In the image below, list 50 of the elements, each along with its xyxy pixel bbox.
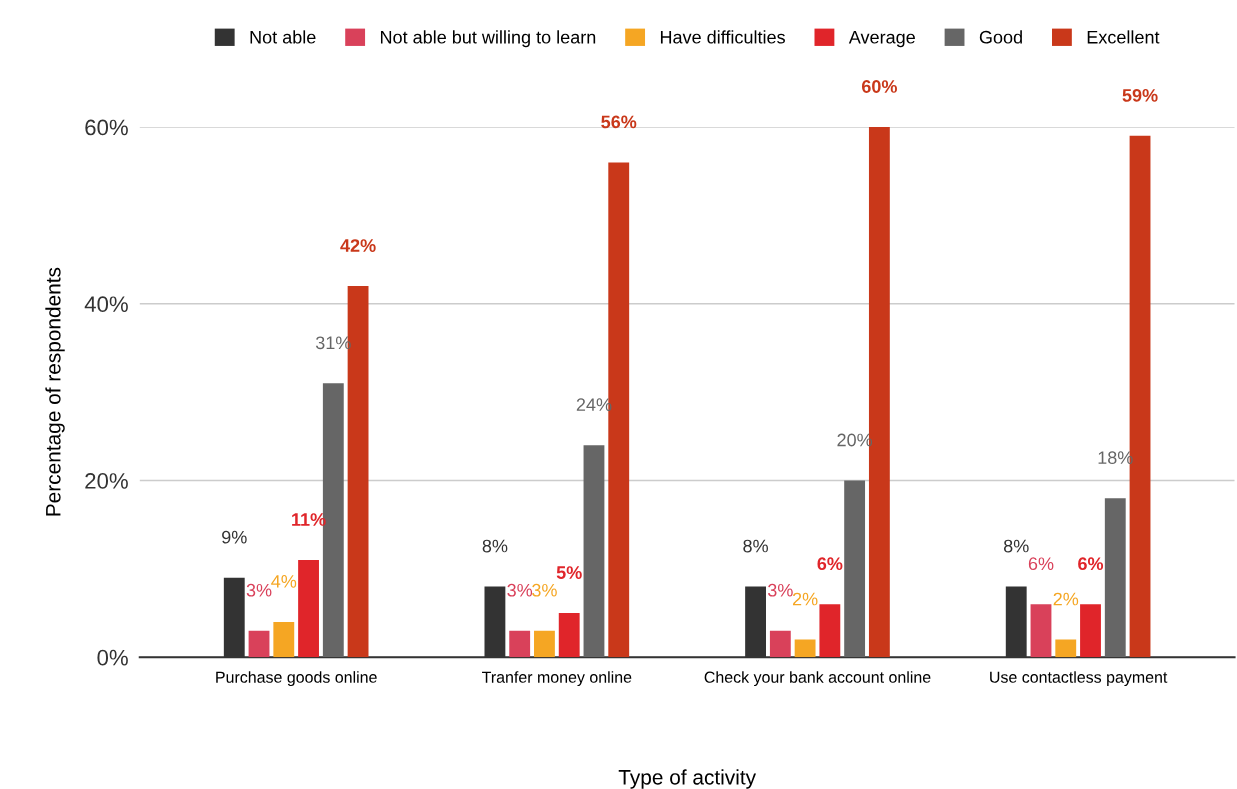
bar xyxy=(1055,639,1077,658)
data-label: 2% xyxy=(1053,592,1079,606)
x-tick-label: Purchase goods online xyxy=(216,671,377,687)
x-tick-label: Use contactless payment xyxy=(990,671,1168,687)
data-label: 60% xyxy=(861,80,897,93)
x-tick-label: Tranfer money online xyxy=(482,671,632,687)
data-label: 6% xyxy=(1078,557,1104,571)
data-label: 3% xyxy=(507,583,533,597)
x-axis-title: Type of activity xyxy=(618,769,757,789)
legend-label: Good xyxy=(979,30,1022,44)
data-label: 4% xyxy=(271,575,297,588)
data-label: 59% xyxy=(1122,88,1158,102)
data-label: 56% xyxy=(601,115,637,129)
data-label: 6% xyxy=(1028,557,1054,571)
bar xyxy=(248,630,270,658)
bar xyxy=(534,630,555,658)
bar xyxy=(1030,604,1052,658)
data-label: 3% xyxy=(246,583,272,597)
data-label: 9% xyxy=(222,530,247,544)
legend-label: Not able but willing to learn xyxy=(380,30,596,48)
bar xyxy=(558,613,580,658)
data-label: 8% xyxy=(1003,539,1029,553)
data-label: 3% xyxy=(532,583,557,597)
legend-label: Average xyxy=(848,30,915,48)
bar xyxy=(1080,604,1101,658)
data-label: 2% xyxy=(792,592,818,606)
data-label: 5% xyxy=(556,566,582,579)
bar xyxy=(583,445,605,658)
y-tick-label: 20% xyxy=(85,473,128,489)
y-axis-title: Percentage of respondents xyxy=(45,267,65,516)
y-tick-label: 0% xyxy=(97,649,128,666)
legend-label: Not able xyxy=(250,30,316,44)
y-tick-label: 60% xyxy=(85,119,128,136)
bar xyxy=(509,630,531,658)
legend-label: Have difficulties xyxy=(660,30,785,44)
data-label: 8% xyxy=(482,539,508,553)
bar xyxy=(769,630,791,658)
data-label: 42% xyxy=(340,239,376,252)
y-tick-label: 40% xyxy=(84,296,128,313)
bar xyxy=(844,480,866,658)
bar xyxy=(819,604,841,658)
bar xyxy=(273,621,295,658)
x-tick-label: Check your bank account online xyxy=(704,671,931,687)
legend-label: Excellent xyxy=(1087,30,1160,44)
data-label: 3% xyxy=(767,583,793,597)
data-label: 6% xyxy=(817,557,843,571)
bar xyxy=(298,560,319,658)
data-label: 8% xyxy=(743,539,768,553)
bar xyxy=(1104,498,1126,658)
bar xyxy=(794,639,816,658)
